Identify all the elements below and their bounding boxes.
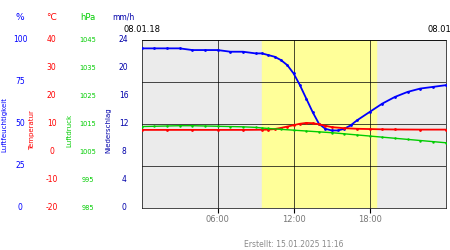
Text: 40: 40	[47, 36, 57, 44]
Text: 30: 30	[47, 64, 57, 72]
Text: 12: 12	[119, 119, 129, 128]
Text: 0: 0	[18, 203, 22, 212]
Text: 0: 0	[122, 203, 126, 212]
Text: Niederschlag: Niederschlag	[105, 107, 111, 153]
Text: 50: 50	[15, 119, 25, 128]
Text: °C: °C	[46, 13, 57, 22]
Text: hPa: hPa	[80, 13, 95, 22]
Text: mm/h: mm/h	[112, 13, 135, 22]
Text: 100: 100	[13, 36, 27, 44]
Text: Luftfeuchtigkeit: Luftfeuchtigkeit	[1, 98, 8, 152]
Text: 8: 8	[122, 147, 126, 156]
Text: 1045: 1045	[79, 37, 96, 43]
Text: 0: 0	[50, 147, 54, 156]
Text: 1015: 1015	[79, 121, 96, 127]
Text: 10: 10	[47, 119, 57, 128]
Text: 16: 16	[119, 91, 129, 100]
Text: 75: 75	[15, 77, 25, 86]
Text: 24: 24	[119, 36, 129, 44]
Text: Erstellt: 15.01.2025 11:16: Erstellt: 15.01.2025 11:16	[244, 240, 343, 249]
Text: 1025: 1025	[79, 93, 96, 99]
Text: 4: 4	[122, 175, 126, 184]
Text: %: %	[16, 13, 25, 22]
Text: 20: 20	[47, 91, 57, 100]
Text: 985: 985	[81, 204, 94, 210]
Text: Temperatur: Temperatur	[29, 110, 36, 150]
Text: 25: 25	[15, 161, 25, 170]
Text: 1035: 1035	[79, 65, 96, 71]
Text: Luftdruck: Luftdruck	[67, 114, 73, 146]
Text: 1005: 1005	[79, 149, 96, 155]
Text: -10: -10	[45, 175, 58, 184]
Text: 20: 20	[119, 64, 129, 72]
Bar	[262, 40, 376, 207]
Text: -20: -20	[45, 203, 58, 212]
Text: 995: 995	[81, 176, 94, 182]
